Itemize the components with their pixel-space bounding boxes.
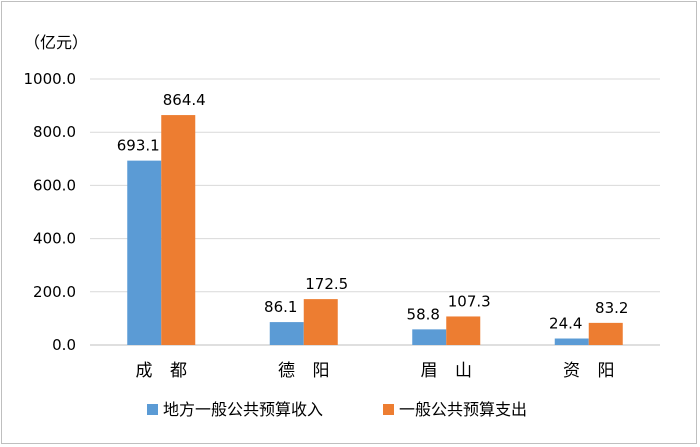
bar-revenue — [412, 329, 447, 345]
x-axis-categories: 成 都德 阳眉 山资 阳 — [136, 361, 620, 381]
bar-revenue — [554, 338, 589, 345]
y-axis-ticks: 0.0 200.0 400.0 600.0 800.0 1000.0 — [24, 70, 77, 354]
bars — [127, 115, 623, 345]
y-tick-label: 0.0 — [52, 336, 76, 354]
x-category-label: 德 阳 — [278, 361, 335, 381]
data-label: 58.8 — [407, 305, 440, 323]
legend-swatch — [383, 404, 394, 415]
y-tick-label: 400.0 — [33, 230, 76, 248]
y-tick-label: 200.0 — [33, 283, 76, 301]
data-label: 172.5 — [305, 275, 348, 293]
data-labels: 693.1 864.4 86.1 172.5 58.8 107.3 24.4 83.2 — [117, 91, 629, 332]
bar-expenditure — [446, 316, 481, 345]
data-label: 83.2 — [595, 299, 628, 317]
data-label: 693.1 — [117, 137, 160, 155]
x-category-label: 资 阳 — [563, 361, 620, 381]
y-tick-label: 600.0 — [33, 176, 76, 194]
y-axis-unit-label: （亿元） — [24, 33, 88, 52]
bar-revenue — [127, 160, 162, 345]
legend-label: 地方一般公共预算收入 — [163, 400, 323, 419]
x-category-label: 眉 山 — [421, 361, 478, 381]
data-label: 24.4 — [549, 315, 582, 333]
bar-expenditure — [161, 115, 196, 345]
bar-expenditure — [303, 299, 338, 345]
legend-swatch — [147, 404, 158, 415]
data-label: 107.3 — [448, 292, 491, 310]
legend: 地方一般公共预算收入 一般公共预算支出 — [147, 400, 527, 419]
y-tick-label: 800.0 — [33, 123, 76, 141]
data-label: 86.1 — [264, 298, 297, 316]
bar-revenue — [269, 322, 304, 345]
x-category-label: 成 都 — [136, 361, 193, 381]
data-label: 864.4 — [163, 91, 206, 109]
legend-label: 一般公共预算支出 — [399, 400, 527, 419]
bar-expenditure — [588, 322, 623, 345]
y-tick-label: 1000.0 — [24, 70, 77, 88]
